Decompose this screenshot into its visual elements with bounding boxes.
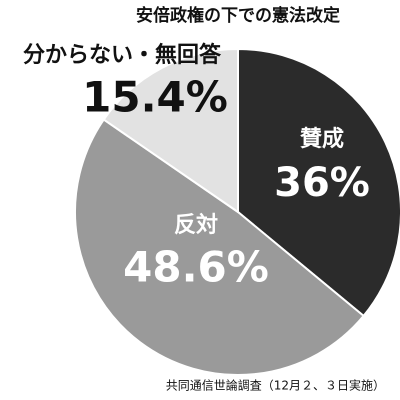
chart-title: 安倍政権の下での憲法改定: [136, 5, 340, 26]
value-label: 36%: [274, 160, 370, 206]
pie-slice: [237, 47, 400, 318]
value-label: 48.6%: [123, 243, 269, 292]
slice-label: 反対: [174, 213, 218, 238]
slice-label: 分からない・無回答: [23, 42, 222, 68]
pie-slice: [74, 118, 366, 376]
source-note: 共同通信世論調査（12月２、３日実施）: [166, 378, 385, 393]
pie-slice: [102, 47, 239, 214]
slice-label: 賛成: [300, 127, 344, 152]
value-label: 15.4%: [82, 73, 228, 122]
